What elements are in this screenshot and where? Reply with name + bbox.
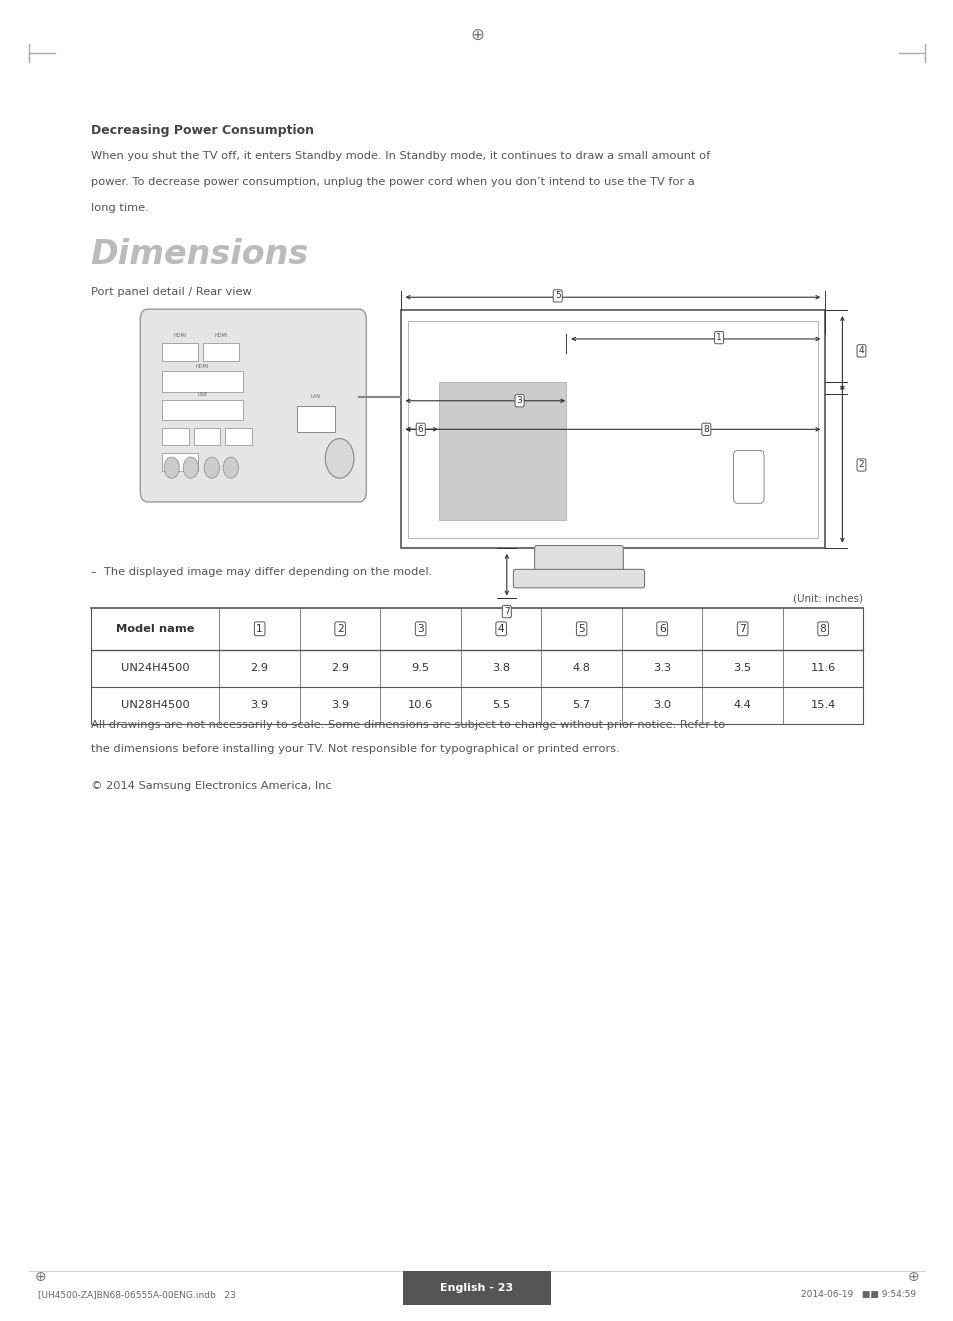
Text: 5: 5 xyxy=(578,624,584,634)
Text: Port panel detail / Rear view: Port panel detail / Rear view xyxy=(91,287,252,297)
Circle shape xyxy=(204,457,219,478)
Text: 3.9: 3.9 xyxy=(331,700,349,711)
Text: UN24H4500: UN24H4500 xyxy=(121,663,189,674)
Bar xyxy=(225,428,252,445)
Bar xyxy=(162,453,198,470)
Text: the dimensions before installing your TV. Not responsible for typographical or p: the dimensions before installing your TV… xyxy=(91,744,618,754)
Text: 2: 2 xyxy=(336,624,343,634)
Text: 15.4: 15.4 xyxy=(810,700,835,711)
Text: 4: 4 xyxy=(497,624,504,634)
Text: HDMI: HDMI xyxy=(214,333,228,338)
Text: 3.3: 3.3 xyxy=(653,663,671,674)
Text: 6: 6 xyxy=(659,624,665,634)
Text: power. To decrease power consumption, unplug the power cord when you don’t inten: power. To decrease power consumption, un… xyxy=(91,177,694,188)
Text: 2.9: 2.9 xyxy=(331,663,349,674)
Text: 1: 1 xyxy=(716,333,721,342)
Text: Decreasing Power Consumption: Decreasing Power Consumption xyxy=(91,124,314,137)
Text: 3: 3 xyxy=(517,396,522,406)
Text: 9.5: 9.5 xyxy=(411,663,429,674)
Text: © 2014 Samsung Electronics America, Inc: © 2014 Samsung Electronics America, Inc xyxy=(91,781,331,791)
Text: ⊕: ⊕ xyxy=(470,25,483,44)
Text: English - 23: English - 23 xyxy=(440,1283,513,1293)
Bar xyxy=(402,1271,551,1305)
Text: 8: 8 xyxy=(702,425,708,433)
Text: –  The displayed image may differ depending on the model.: – The displayed image may differ dependi… xyxy=(91,567,432,577)
Bar xyxy=(296,406,335,432)
Text: 2.9: 2.9 xyxy=(251,663,269,674)
Text: 4: 4 xyxy=(858,346,863,355)
Text: Dimensions: Dimensions xyxy=(91,238,309,271)
Text: ⊕: ⊕ xyxy=(907,1271,919,1284)
Bar xyxy=(203,343,239,361)
Bar xyxy=(408,321,817,538)
Bar xyxy=(438,382,566,519)
Bar xyxy=(162,371,243,392)
Text: HDMI: HDMI xyxy=(173,333,187,338)
Text: 7: 7 xyxy=(503,608,509,616)
Text: 11.6: 11.6 xyxy=(810,663,835,674)
Bar xyxy=(162,428,189,445)
FancyBboxPatch shape xyxy=(534,546,622,575)
Text: 8: 8 xyxy=(819,624,825,634)
Text: 3.8: 3.8 xyxy=(492,663,510,674)
Bar xyxy=(162,343,198,361)
Text: HDMI: HDMI xyxy=(195,363,209,369)
Text: LAN: LAN xyxy=(311,394,320,399)
Text: 3.5: 3.5 xyxy=(733,663,751,674)
FancyBboxPatch shape xyxy=(513,569,644,588)
Bar xyxy=(400,310,824,548)
Circle shape xyxy=(164,457,179,478)
Text: 6: 6 xyxy=(417,425,423,433)
Text: 3: 3 xyxy=(416,624,423,634)
Text: 2014-06-19   ■■ 9:54:59: 2014-06-19 ■■ 9:54:59 xyxy=(800,1291,915,1299)
Text: All drawings are not necessarily to scale. Some dimensions are subject to change: All drawings are not necessarily to scal… xyxy=(91,720,724,731)
Text: 3.0: 3.0 xyxy=(653,700,671,711)
FancyBboxPatch shape xyxy=(140,309,366,502)
Text: 5.5: 5.5 xyxy=(492,700,510,711)
Bar xyxy=(162,400,243,420)
Text: (Unit: inches): (Unit: inches) xyxy=(793,593,862,604)
Text: ⊕: ⊕ xyxy=(34,1271,46,1284)
Text: 5.7: 5.7 xyxy=(572,700,590,711)
Text: [UH4500-ZA]BN68-06555A-00ENG.indb   23: [UH4500-ZA]BN68-06555A-00ENG.indb 23 xyxy=(38,1291,235,1299)
Text: 2: 2 xyxy=(858,461,863,469)
Text: 1: 1 xyxy=(256,624,263,634)
Text: USB: USB xyxy=(197,392,207,398)
Text: 3.9: 3.9 xyxy=(251,700,269,711)
Circle shape xyxy=(183,457,198,478)
Bar xyxy=(193,428,220,445)
Circle shape xyxy=(223,457,238,478)
Text: 10.6: 10.6 xyxy=(408,700,433,711)
Text: 4.8: 4.8 xyxy=(572,663,590,674)
FancyBboxPatch shape xyxy=(733,450,763,503)
Text: long time.: long time. xyxy=(91,203,149,214)
Circle shape xyxy=(325,439,354,478)
Text: 7: 7 xyxy=(739,624,745,634)
Text: UN28H4500: UN28H4500 xyxy=(120,700,190,711)
Text: Model name: Model name xyxy=(115,624,194,634)
Text: 4.4: 4.4 xyxy=(733,700,751,711)
Text: 5: 5 xyxy=(555,292,560,300)
Text: When you shut the TV off, it enters Standby mode. In Standby mode, it continues : When you shut the TV off, it enters Stan… xyxy=(91,151,709,161)
